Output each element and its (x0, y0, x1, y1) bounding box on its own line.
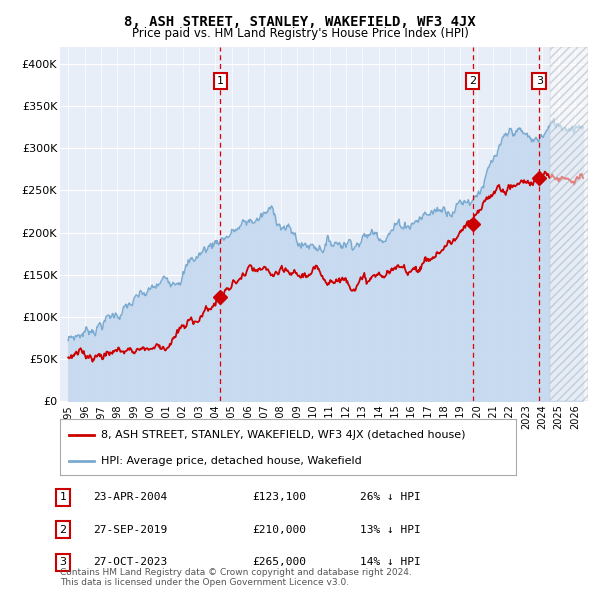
Text: 26% ↓ HPI: 26% ↓ HPI (360, 493, 421, 502)
Text: 14% ↓ HPI: 14% ↓ HPI (360, 558, 421, 567)
Text: £265,000: £265,000 (252, 558, 306, 567)
Text: 8, ASH STREET, STANLEY, WAKEFIELD, WF3 4JX (detached house): 8, ASH STREET, STANLEY, WAKEFIELD, WF3 4… (101, 430, 466, 440)
Text: 8, ASH STREET, STANLEY, WAKEFIELD, WF3 4JX: 8, ASH STREET, STANLEY, WAKEFIELD, WF3 4… (124, 15, 476, 29)
Text: HPI: Average price, detached house, Wakefield: HPI: Average price, detached house, Wake… (101, 456, 362, 466)
Text: Contains HM Land Registry data © Crown copyright and database right 2024.
This d: Contains HM Land Registry data © Crown c… (60, 568, 412, 587)
Text: 2: 2 (59, 525, 67, 535)
Text: 13% ↓ HPI: 13% ↓ HPI (360, 525, 421, 535)
Text: 23-APR-2004: 23-APR-2004 (93, 493, 167, 502)
Text: Price paid vs. HM Land Registry's House Price Index (HPI): Price paid vs. HM Land Registry's House … (131, 27, 469, 40)
Text: 27-OCT-2023: 27-OCT-2023 (93, 558, 167, 567)
Text: 1: 1 (217, 76, 224, 86)
Text: 27-SEP-2019: 27-SEP-2019 (93, 525, 167, 535)
Text: 3: 3 (536, 76, 543, 86)
Text: 1: 1 (59, 493, 67, 502)
Text: 2: 2 (469, 76, 476, 86)
Text: £123,100: £123,100 (252, 493, 306, 502)
Text: £210,000: £210,000 (252, 525, 306, 535)
Text: 3: 3 (59, 558, 67, 567)
